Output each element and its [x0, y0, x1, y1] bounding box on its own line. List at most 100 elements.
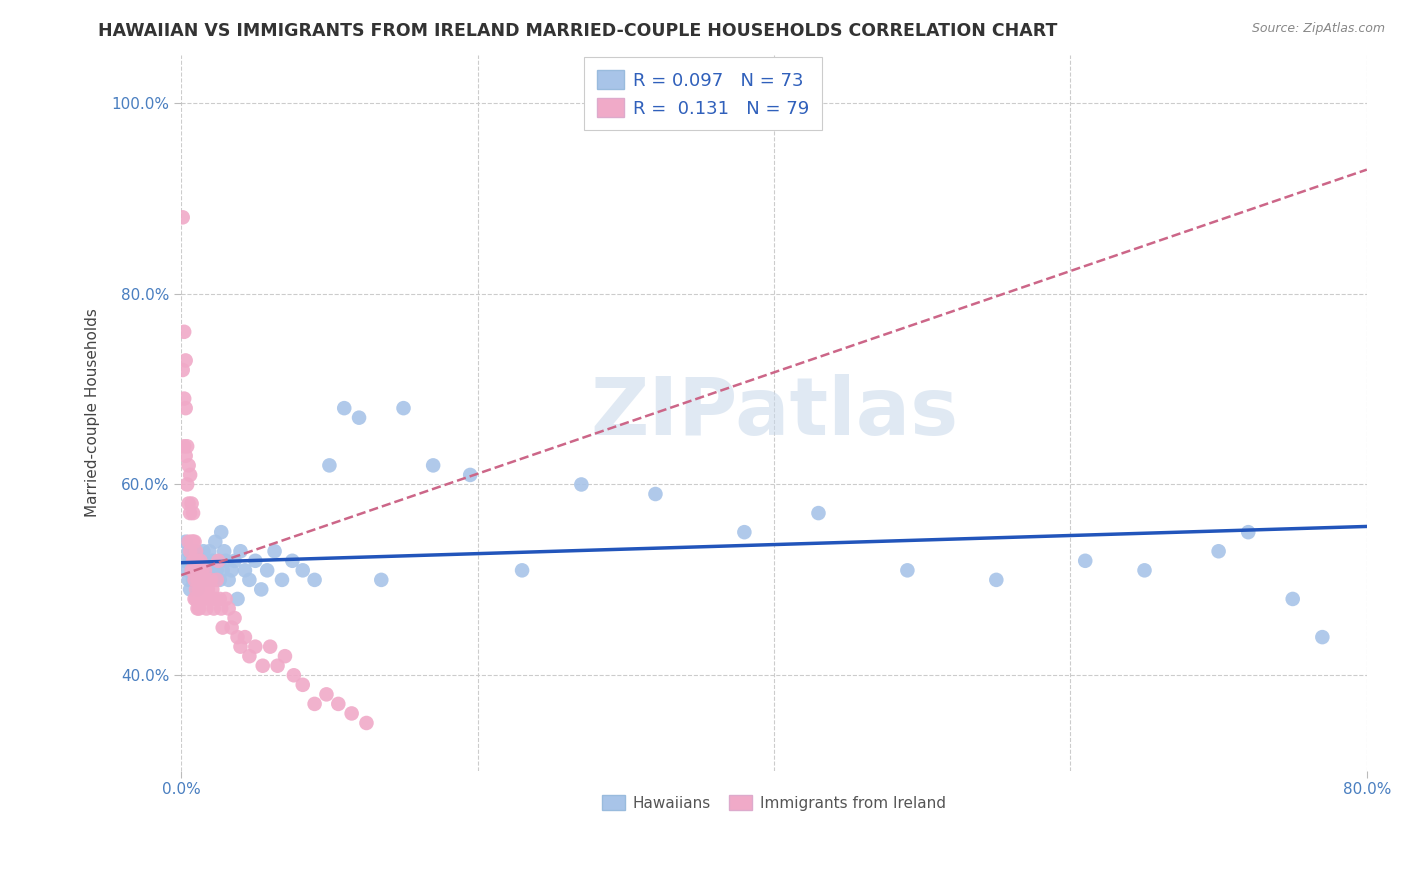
Point: [208, 591, 231, 606]
Point: [176, 439, 198, 453]
Point: [896, 563, 918, 577]
Point: [194, 563, 217, 577]
Point: [184, 544, 207, 558]
Point: [218, 573, 240, 587]
Point: [510, 563, 533, 577]
Point: [173, 554, 195, 568]
Point: [221, 621, 243, 635]
Point: [183, 534, 205, 549]
Point: [184, 563, 207, 577]
Point: [180, 563, 202, 577]
Point: [198, 544, 221, 558]
Point: [304, 573, 326, 587]
Point: [340, 706, 363, 721]
Point: [274, 649, 297, 664]
Point: [193, 573, 215, 587]
Point: [188, 601, 211, 615]
Point: [186, 573, 208, 587]
Point: [174, 401, 197, 416]
Point: [315, 687, 337, 701]
Point: [204, 591, 226, 606]
Point: [245, 554, 267, 568]
Point: [205, 573, 228, 587]
Point: [180, 544, 202, 558]
Legend: Hawaiians, Immigrants from Ireland: Hawaiians, Immigrants from Ireland: [596, 789, 952, 817]
Point: [172, 363, 194, 377]
Point: [215, 591, 238, 606]
Point: [181, 554, 204, 568]
Point: [209, 525, 232, 540]
Point: [197, 573, 219, 587]
Point: [233, 563, 256, 577]
Point: [174, 449, 197, 463]
Point: [226, 591, 249, 606]
Point: [191, 582, 214, 597]
Point: [259, 640, 281, 654]
Point: [186, 591, 208, 606]
Point: [233, 630, 256, 644]
Point: [644, 487, 666, 501]
Point: [201, 554, 224, 568]
Point: [186, 563, 208, 577]
Point: [191, 563, 214, 577]
Point: [181, 573, 204, 587]
Y-axis label: Married-couple Households: Married-couple Households: [86, 309, 100, 517]
Point: [328, 697, 350, 711]
Point: [190, 563, 212, 577]
Point: [195, 554, 218, 568]
Point: [209, 601, 232, 615]
Point: [201, 582, 224, 597]
Point: [179, 544, 201, 558]
Point: [333, 401, 356, 416]
Point: [238, 573, 260, 587]
Point: [195, 601, 218, 615]
Point: [184, 591, 207, 606]
Point: [184, 573, 207, 587]
Point: [392, 401, 415, 416]
Point: [197, 582, 219, 597]
Point: [183, 573, 205, 587]
Point: [188, 582, 211, 597]
Point: [190, 554, 212, 568]
Point: [194, 582, 217, 597]
Point: [202, 573, 225, 587]
Point: [193, 544, 215, 558]
Point: [224, 554, 246, 568]
Point: [188, 554, 211, 568]
Point: [283, 668, 305, 682]
Point: [181, 534, 204, 549]
Point: [218, 601, 240, 615]
Point: [200, 573, 222, 587]
Point: [370, 573, 392, 587]
Point: [183, 591, 205, 606]
Point: [174, 534, 197, 549]
Point: [238, 649, 260, 664]
Point: [207, 554, 229, 568]
Point: [291, 678, 314, 692]
Point: [186, 554, 208, 568]
Point: [180, 563, 202, 577]
Point: [211, 621, 233, 635]
Point: [1074, 554, 1097, 568]
Point: [208, 573, 231, 587]
Point: [179, 582, 201, 597]
Point: [250, 582, 273, 597]
Point: [184, 582, 207, 597]
Point: [807, 506, 830, 520]
Point: [181, 554, 204, 568]
Point: [179, 506, 201, 520]
Point: [191, 554, 214, 568]
Text: ZIPatlas: ZIPatlas: [591, 374, 957, 452]
Point: [1133, 563, 1156, 577]
Point: [252, 658, 274, 673]
Point: [569, 477, 592, 491]
Point: [733, 525, 755, 540]
Point: [174, 353, 197, 368]
Point: [181, 563, 204, 577]
Point: [458, 467, 481, 482]
Point: [229, 640, 252, 654]
Point: [177, 573, 200, 587]
Point: [256, 563, 278, 577]
Point: [212, 544, 235, 558]
Point: [186, 601, 208, 615]
